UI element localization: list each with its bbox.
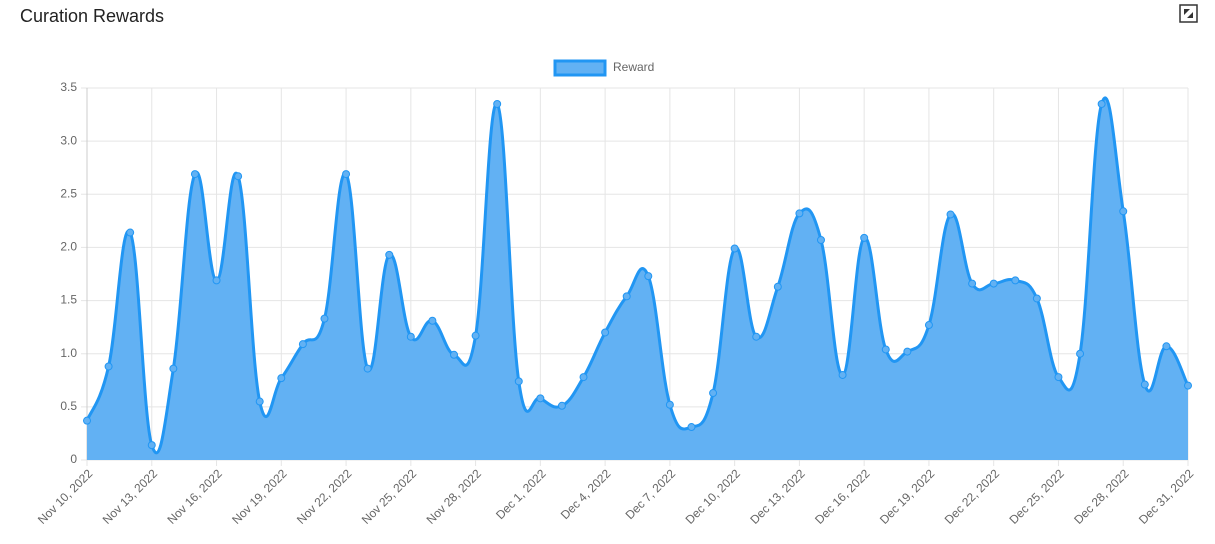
expand-icon[interactable]	[1179, 4, 1198, 23]
point	[665, 400, 674, 409]
point	[881, 345, 890, 354]
chart-title: Curation Rewards	[20, 6, 165, 26]
point	[514, 377, 523, 386]
point	[709, 389, 718, 398]
point	[1097, 99, 1106, 108]
y-tick-label: 0	[70, 452, 77, 466]
point	[169, 364, 178, 373]
x-tick-label: Dec 22, 2022	[942, 466, 1003, 527]
point	[1184, 381, 1192, 390]
point	[255, 397, 264, 406]
x-tick-label: Dec 31, 2022	[1136, 466, 1197, 527]
area	[87, 97, 1188, 460]
point	[644, 272, 653, 281]
y-tick-label: 1.5	[60, 293, 77, 307]
point	[579, 373, 588, 382]
point	[795, 209, 804, 218]
point	[622, 292, 631, 301]
point	[817, 235, 825, 244]
y-tick-label: 0.5	[60, 399, 77, 413]
point	[342, 170, 351, 179]
x-tick-label: Dec 13, 2022	[747, 466, 808, 527]
y-tick-label: 3.5	[60, 80, 77, 94]
point	[363, 364, 372, 373]
point	[687, 423, 696, 432]
point	[212, 276, 221, 285]
x-tick-label: Dec 1, 2022	[493, 466, 549, 522]
point	[1054, 373, 1063, 382]
point	[1076, 349, 1085, 358]
y-tick-label: 2.5	[60, 186, 77, 200]
x-tick-label: Nov 13, 2022	[100, 466, 161, 527]
point	[406, 332, 415, 341]
x-tick-label: Dec 19, 2022	[877, 466, 938, 527]
point	[773, 282, 782, 291]
point	[601, 328, 610, 337]
point	[946, 210, 955, 219]
point	[903, 347, 912, 356]
point	[860, 233, 869, 242]
point	[385, 250, 394, 259]
x-tick-label: Dec 7, 2022	[623, 466, 679, 522]
x-tick-label: Nov 22, 2022	[294, 466, 355, 527]
legend-swatch	[553, 59, 607, 77]
point	[1119, 207, 1128, 216]
legend-label: Reward	[613, 60, 654, 74]
y-tick-label: 3.0	[60, 133, 77, 147]
point	[838, 370, 847, 379]
point	[1162, 342, 1171, 351]
point	[471, 331, 480, 340]
point	[968, 279, 977, 288]
point	[1032, 294, 1041, 303]
x-tick-label: Nov 16, 2022	[165, 466, 226, 527]
y-tick-label: 2.0	[60, 240, 77, 254]
point	[1140, 380, 1149, 389]
point	[126, 228, 135, 237]
x-tick-label: Nov 10, 2022	[35, 466, 96, 527]
point	[104, 362, 113, 371]
point	[234, 172, 243, 181]
point	[1011, 276, 1020, 285]
x-tick-label: Dec 25, 2022	[1006, 466, 1067, 527]
x-tick-label: Nov 19, 2022	[229, 466, 290, 527]
point	[730, 244, 739, 253]
x-tick-label: Nov 28, 2022	[424, 466, 485, 527]
x-tick-label: Dec 4, 2022	[558, 466, 614, 522]
x-tick-label: Dec 28, 2022	[1071, 466, 1132, 527]
point	[493, 99, 502, 108]
point	[190, 170, 199, 179]
point	[989, 279, 998, 288]
point	[83, 416, 91, 425]
point	[450, 350, 458, 359]
point	[147, 441, 156, 450]
point	[298, 340, 307, 349]
point	[924, 321, 933, 330]
point	[320, 314, 329, 323]
y-tick-label: 1.0	[60, 346, 77, 360]
point	[752, 332, 761, 341]
point	[536, 394, 545, 403]
x-tick-label: Nov 25, 2022	[359, 466, 420, 527]
point	[428, 316, 437, 325]
x-tick-label: Dec 16, 2022	[812, 466, 873, 527]
point	[277, 374, 286, 383]
x-tick-label: Dec 10, 2022	[683, 466, 744, 527]
point	[557, 401, 566, 410]
